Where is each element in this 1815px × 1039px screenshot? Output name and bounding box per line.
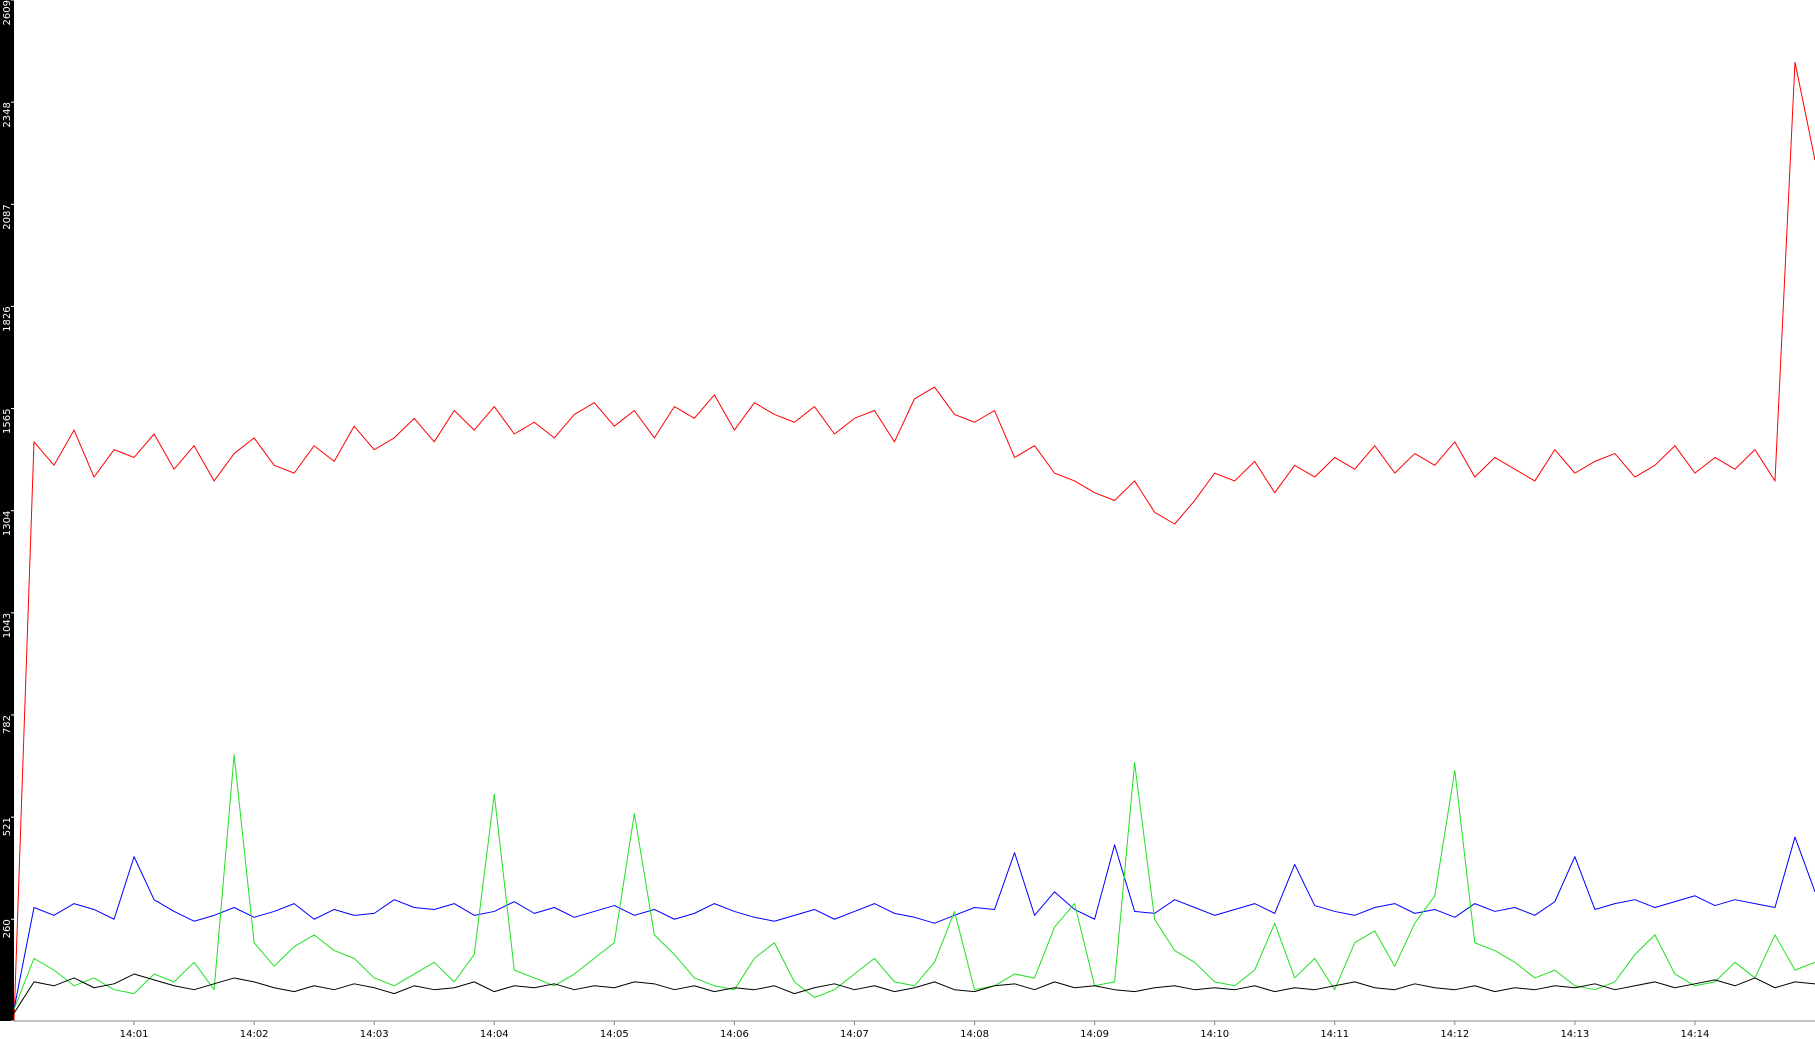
x-tick-label: 14:11 [1320, 1029, 1349, 1039]
series-line [13, 754, 1815, 1010]
series-line [13, 836, 1815, 1010]
x-tick-label: 14:06 [720, 1029, 749, 1039]
x-tick-label: 14:10 [1200, 1029, 1229, 1039]
x-tick-label: 14:12 [1440, 1029, 1469, 1039]
x-tick-label: 14:05 [600, 1029, 629, 1039]
y-tick-label: 521 [2, 817, 13, 836]
y-tick-label: 0 [2, 1021, 13, 1027]
x-tick-label: 14:03 [360, 1029, 389, 1039]
x-tick-label: 14:09 [1080, 1029, 1109, 1039]
x-tick-label: 14:02 [240, 1029, 269, 1039]
y-tick-label: 260 [2, 919, 13, 938]
y-axis-strip [0, 0, 14, 1021]
y-tick-label: 1565 [2, 409, 13, 434]
y-tick-label: 2087 [2, 204, 13, 229]
y-tick-label: 1304 [2, 511, 13, 536]
series-line [13, 973, 1815, 1014]
y-tick-label: 2348 [2, 102, 13, 127]
series-line [13, 61, 1815, 1022]
y-tick-label: 1826 [2, 306, 13, 331]
x-tick-label: 14:07 [840, 1029, 869, 1039]
x-tick-label: 14:04 [480, 1029, 509, 1039]
y-tick-label: 1043 [2, 613, 13, 638]
y-tick-label: 2609 [2, 0, 13, 25]
x-tick-label: 14:14 [1681, 1029, 1710, 1039]
y-tick-label: 782 [2, 715, 13, 734]
x-tick-label: 14:13 [1560, 1029, 1589, 1039]
x-tick-label: 14:08 [960, 1029, 989, 1039]
x-tick-label: 14:01 [120, 1029, 149, 1039]
